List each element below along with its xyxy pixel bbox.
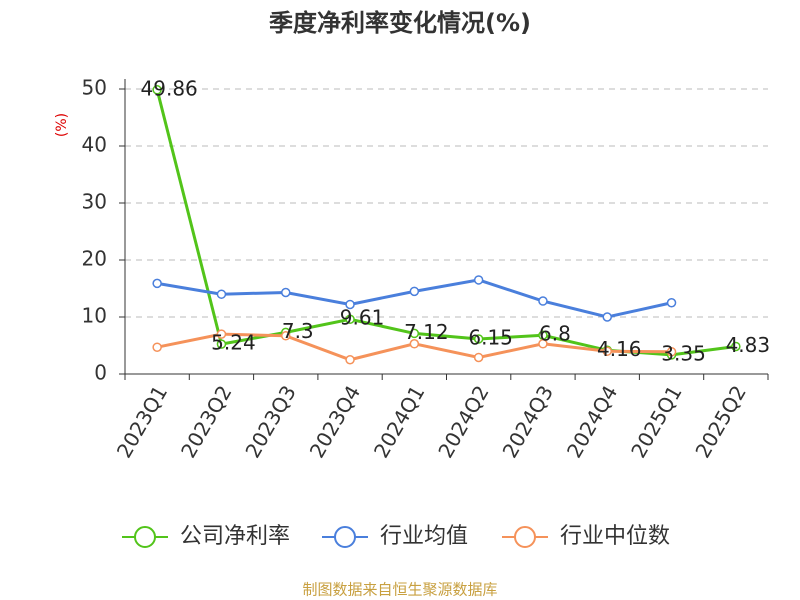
data-label: 6.8 bbox=[539, 322, 571, 346]
x-tick-label: 2024Q4 bbox=[562, 381, 622, 462]
point bbox=[409, 339, 420, 349]
point bbox=[538, 296, 548, 306]
x-tick-label: 2023Q2 bbox=[176, 381, 236, 462]
chart-title: 季度净利率变化情况(%) bbox=[269, 9, 531, 37]
y-tick-label: 20 bbox=[82, 247, 107, 271]
y-tick-label: 50 bbox=[82, 76, 107, 100]
point bbox=[473, 352, 484, 363]
x-tick-label: 2024Q3 bbox=[498, 381, 558, 462]
x-tick-label: 2023Q3 bbox=[240, 381, 300, 462]
point bbox=[152, 342, 162, 352]
point bbox=[666, 347, 677, 357]
legend-label: 行业中位数 bbox=[560, 524, 670, 549]
point bbox=[473, 334, 484, 344]
point bbox=[538, 339, 548, 349]
point bbox=[152, 85, 162, 95]
legend-marker bbox=[334, 526, 356, 548]
x-tick-label: 2025Q2 bbox=[690, 381, 750, 462]
y-tick-label: 40 bbox=[82, 133, 107, 157]
point bbox=[473, 275, 484, 285]
data-label: 9.61 bbox=[340, 306, 385, 330]
series-line bbox=[155, 89, 737, 357]
y-axis-label: (%) bbox=[54, 113, 70, 137]
legend-marker bbox=[514, 526, 536, 548]
point bbox=[602, 312, 612, 322]
point bbox=[216, 329, 227, 339]
point bbox=[281, 287, 291, 298]
point bbox=[602, 346, 612, 356]
point bbox=[152, 278, 162, 289]
legend-label: 公司净利率 bbox=[180, 524, 290, 549]
data-label: 7.12 bbox=[404, 320, 449, 344]
point bbox=[345, 314, 355, 324]
point bbox=[731, 341, 741, 352]
data-label: 7.3 bbox=[282, 319, 314, 343]
x-tick-label: 2025Q1 bbox=[626, 381, 686, 462]
x-tick-label: 2023Q1 bbox=[112, 381, 172, 462]
point bbox=[666, 298, 677, 308]
y-tick-label: 30 bbox=[82, 190, 107, 214]
point bbox=[216, 339, 227, 349]
x-tick-label: 2023Q4 bbox=[305, 381, 365, 462]
point bbox=[345, 299, 355, 310]
data-label: 6.15 bbox=[468, 325, 513, 349]
legend-label: 行业均值 bbox=[380, 524, 468, 549]
point bbox=[281, 331, 291, 341]
data-label: 4.16 bbox=[597, 337, 642, 361]
point bbox=[409, 286, 420, 297]
data-label: 3.35 bbox=[661, 341, 706, 365]
source: 制图数据来自恒生聚源数据库 bbox=[302, 581, 497, 599]
point bbox=[409, 328, 420, 339]
point bbox=[216, 289, 227, 299]
series-line bbox=[156, 278, 672, 319]
x-tick-label: 2024Q2 bbox=[433, 381, 493, 462]
legend-marker bbox=[134, 526, 156, 548]
data-label: 5.24 bbox=[211, 331, 256, 355]
y-tick-label: 10 bbox=[82, 304, 107, 328]
data-label: 4.83 bbox=[726, 333, 771, 357]
point bbox=[345, 355, 355, 365]
y-tick-label: 0 bbox=[94, 361, 107, 385]
x-tick-label: 2024Q1 bbox=[369, 381, 429, 462]
data-label: 49.86 bbox=[141, 76, 198, 100]
